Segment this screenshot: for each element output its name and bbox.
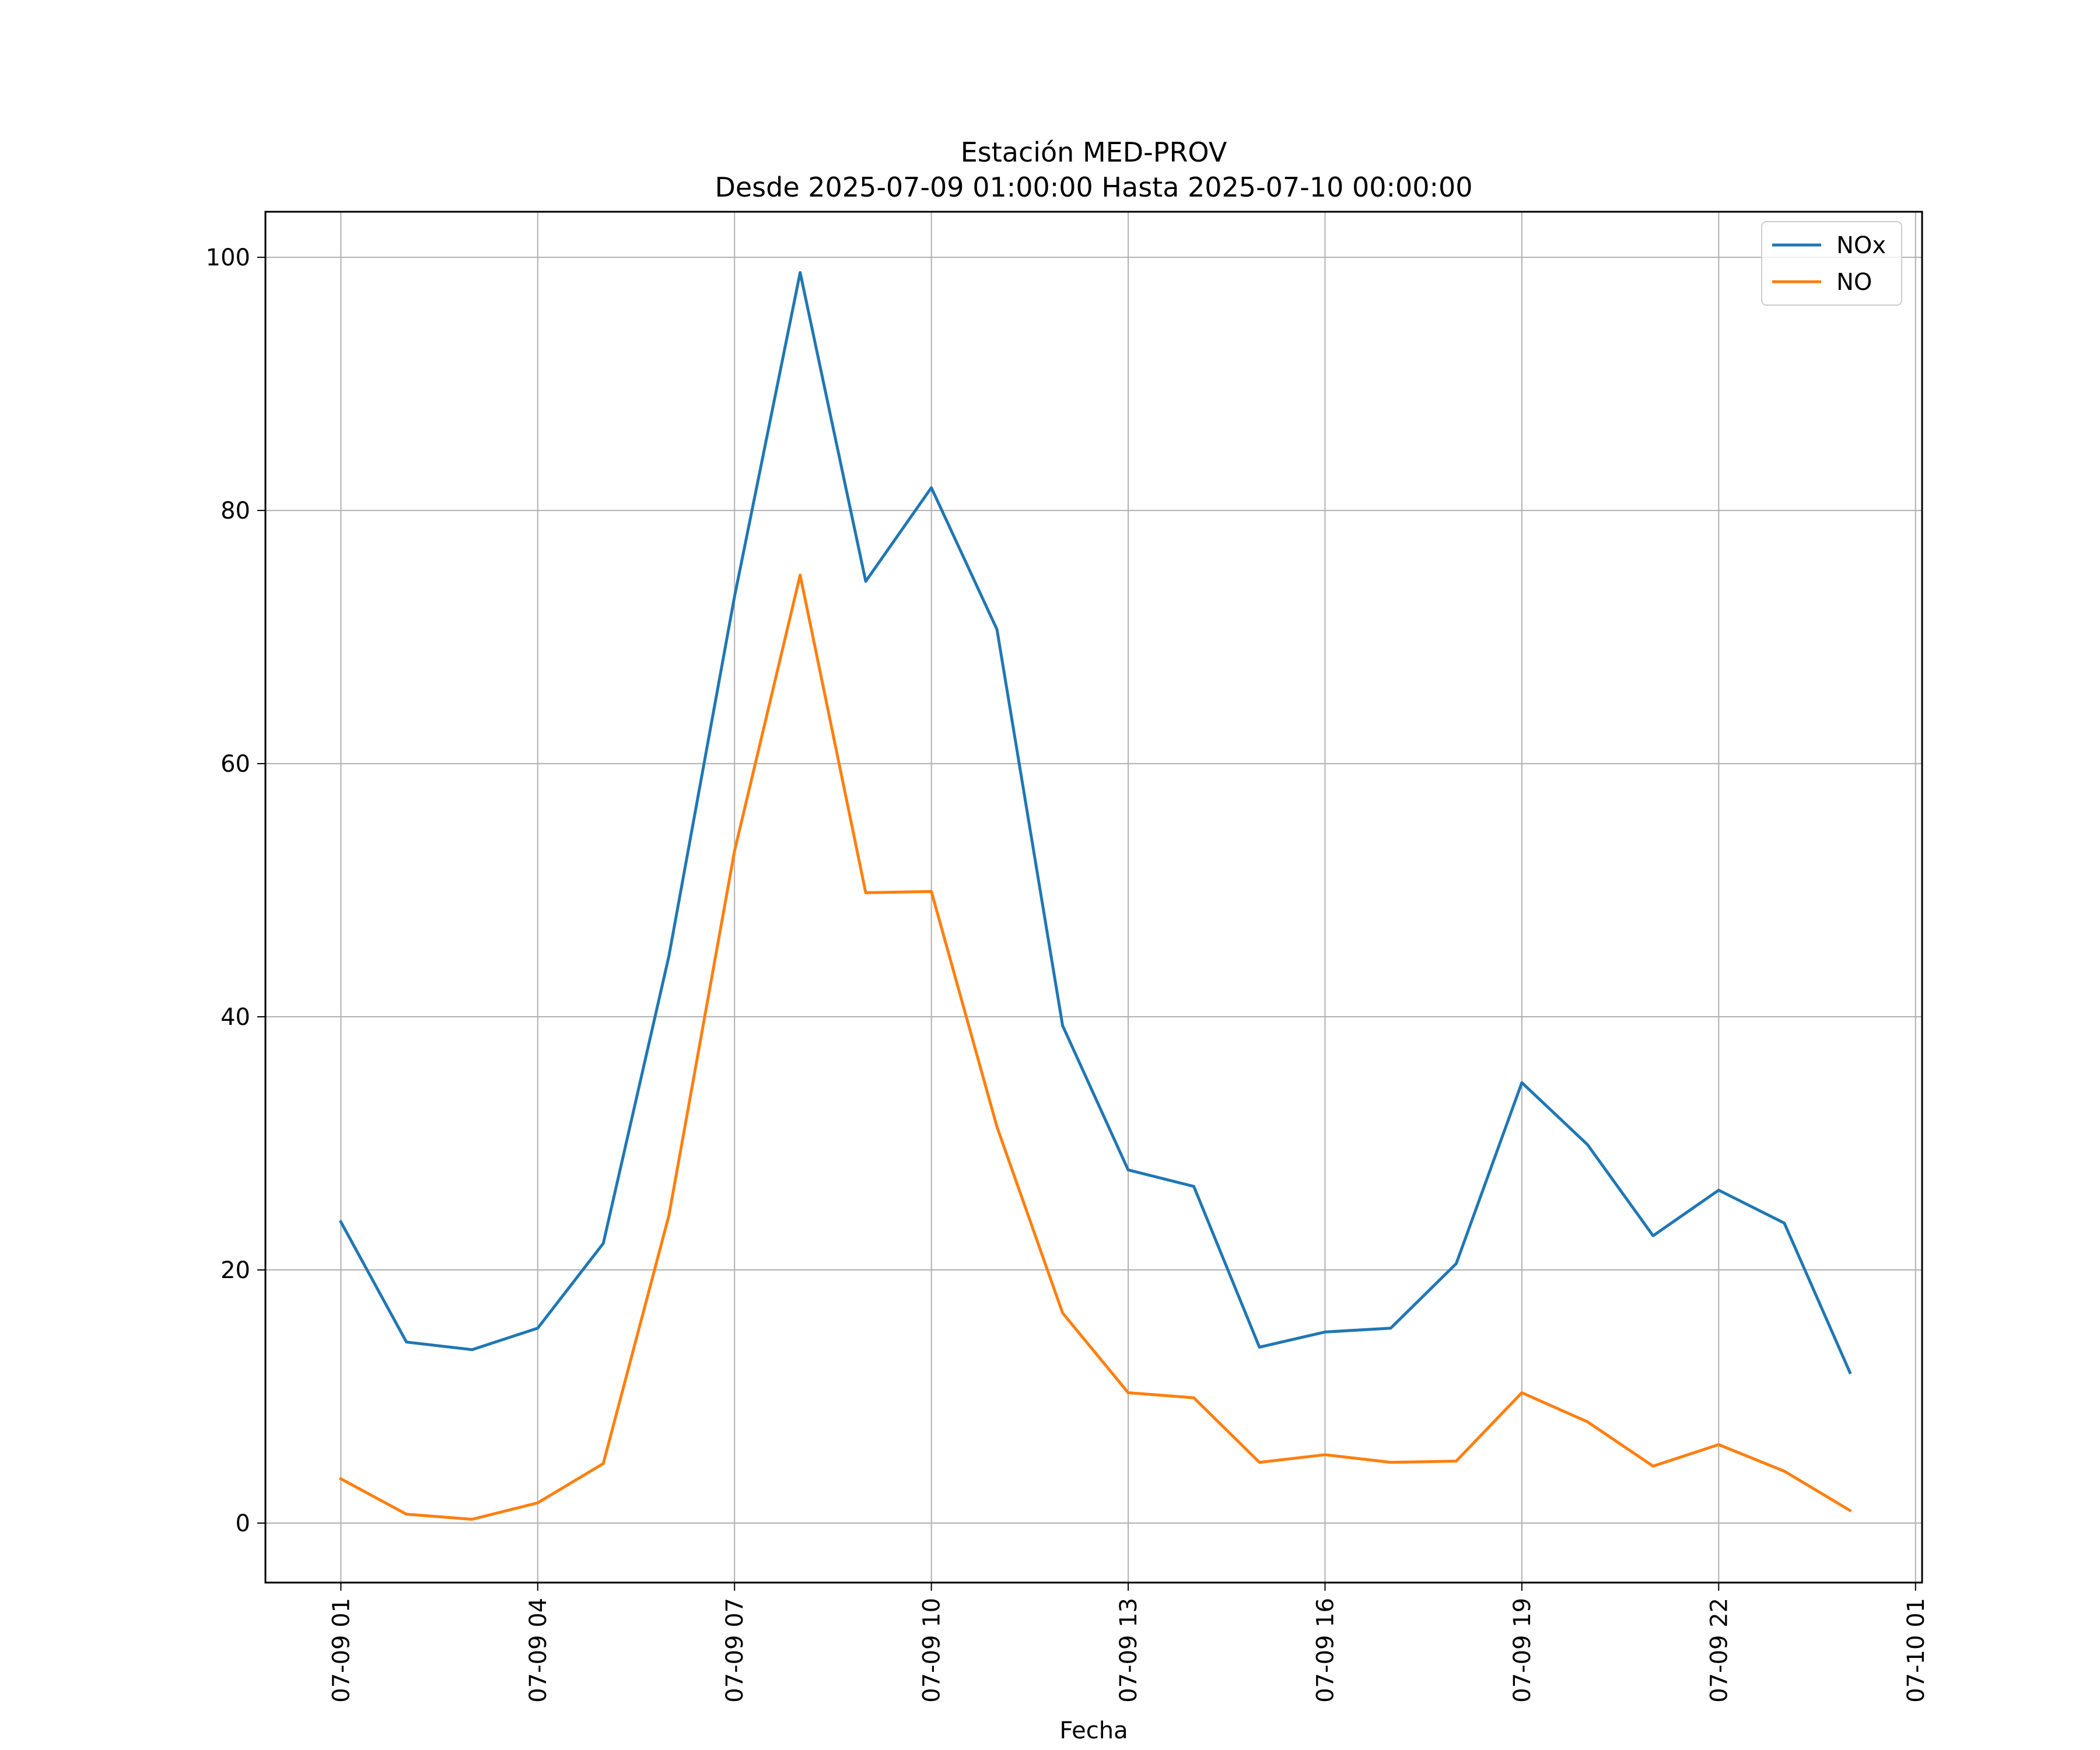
x-tick-label: 07-09 16 [1312,1598,1339,1703]
x-tick-label: 07-09 22 [1706,1598,1732,1703]
legend-label-no: NO [1836,269,1872,296]
x-axis-label: Fecha [1059,1717,1128,1744]
y-tick-label: 0 [236,1510,250,1537]
x-tick-label: 07-09 13 [1115,1598,1142,1703]
axes-frame [264,211,1923,1584]
legend-label-nox: NOx [1836,232,1886,259]
grid [265,212,1922,1583]
x-tick-label: 07-09 19 [1509,1598,1536,1703]
series-layer [338,271,1852,1521]
legend: NOx NO [1761,221,1902,306]
series-line-no [338,573,1852,1521]
x-tick-label: 07-09 10 [919,1598,946,1703]
chart-title: Estación MED-PROV [961,136,1227,168]
y-tick-label: 60 [220,751,250,778]
x-tick-label: 07-10 01 [1903,1598,1930,1703]
y-tick-label: 40 [220,1004,250,1031]
legend-box [1761,221,1902,306]
y-tick-label: 20 [220,1257,250,1284]
chart-subtitle: Desde 2025-07-09 01:00:00 Hasta 2025-07-… [715,172,1472,203]
x-tick-label: 07-09 07 [722,1598,748,1703]
y-tick-label: 100 [206,244,250,271]
ticks: 07-09 01 07-09 04 07-09 07 07-09 10 07-09 13… [206,244,1930,1703]
x-tick-label: 07-09 01 [328,1598,355,1703]
series-line-nox [338,271,1852,1375]
y-tick-label: 80 [220,498,250,524]
x-tick-label: 07-09 04 [525,1598,552,1703]
